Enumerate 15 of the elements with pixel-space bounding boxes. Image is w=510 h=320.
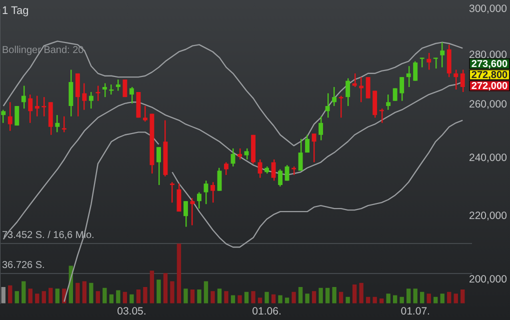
- x-tick-label: 01.06.: [252, 306, 282, 318]
- annotation: Bollinger Band: 20: [2, 45, 84, 56]
- y-tick-label: 240,000: [469, 152, 508, 164]
- y2-tick-label: 36.726 S.: [2, 260, 45, 272]
- y-tick-label: 220,000: [469, 210, 508, 222]
- chart-title: 1 Tag: [2, 5, 29, 17]
- y-tick-label: 300,000: [469, 3, 508, 16]
- x-tick-label: 03.05.: [117, 306, 146, 318]
- y-tick-label: 260,000: [469, 98, 508, 111]
- x-tick-label: 01.07.: [400, 306, 430, 318]
- y-tick-label: 200,000: [469, 274, 508, 286]
- annotation: 272,000: [471, 80, 508, 92]
- annotation: 272,800: [471, 70, 508, 81]
- y-tick-label: 280,000: [469, 49, 508, 62]
- annotation: 273,600: [471, 58, 508, 70]
